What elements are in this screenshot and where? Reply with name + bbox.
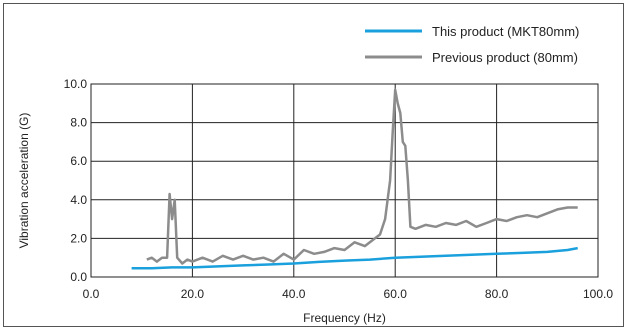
- chart-frame: 0.0 20.0 40.0 60.0 80.0 100.0 0.0 2.0 4.0 6.0 8.0 1…: [3, 3, 624, 327]
- x-tick-label: 20.0: [181, 287, 205, 301]
- x-tick-label: 0.0: [83, 287, 100, 301]
- legend-label-previous-product: Previous product (80mm): [432, 50, 578, 65]
- x-tick-label: 100.0: [583, 287, 613, 301]
- y-tick-label: 8.0: [70, 116, 87, 130]
- series-line-previous-product: [146, 88, 578, 265]
- x-tick-label: 40.0: [282, 287, 306, 301]
- tick-labels: 0.0 20.0 40.0 60.0 80.0 100.0 0.0 2.0 4.0 6.0 8.0 1…: [64, 77, 614, 301]
- series-line-this-product: [131, 246, 578, 270]
- y-axis-label: Vibration acceleration (G): [17, 113, 31, 249]
- y-tick-label: 2.0: [70, 231, 87, 245]
- x-axis-label: Frequency (Hz): [303, 311, 386, 325]
- grid: [90, 83, 599, 278]
- legend: This product (MKT80mm) Previous product (…: [365, 24, 579, 65]
- y-tick-label: 0.0: [70, 270, 87, 284]
- x-tick-label: 60.0: [384, 287, 408, 301]
- y-tick-label: 10.0: [64, 77, 88, 91]
- series-lines: [131, 88, 578, 270]
- vibration-chart: 0.0 20.0 40.0 60.0 80.0 100.0 0.0 2.0 4.0 6.0 8.0 1…: [17, 24, 614, 325]
- plot-area-border: [90, 83, 599, 278]
- legend-label-this-product: This product (MKT80mm): [432, 24, 579, 39]
- x-tick-label: 80.0: [485, 287, 509, 301]
- y-tick-label: 4.0: [70, 193, 87, 207]
- y-tick-label: 6.0: [70, 154, 87, 168]
